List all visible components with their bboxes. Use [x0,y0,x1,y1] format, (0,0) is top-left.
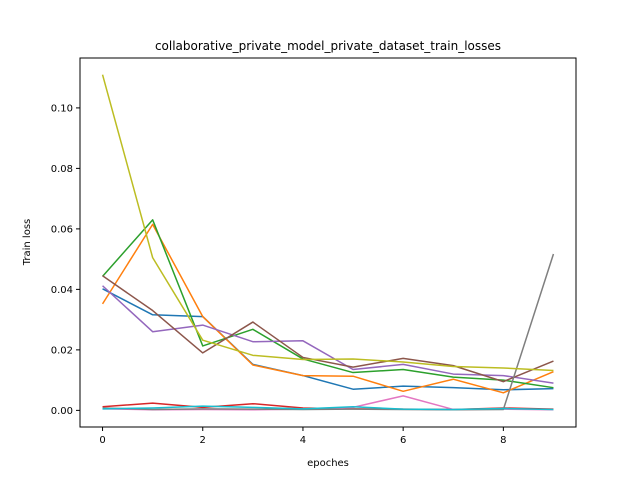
series-line-2 [101,223,554,394]
series-line-5 [102,285,554,384]
series-line-6 [102,275,554,383]
x-axis-label: epoches [307,458,349,469]
y-tick-label: 0.08 [51,164,73,175]
y-tick-label: 0.04 [51,285,73,296]
y-tick-label: 0.10 [51,103,73,114]
y-tick-label: 0.00 [51,406,73,417]
y-axis: 0.00 0.02 0.04 0.06 0.08 0.10 [51,103,80,417]
x-tick-label: 6 [400,435,406,446]
y-tick-label: 0.06 [51,224,73,235]
x-tick-label: 8 [500,435,506,446]
series-line-9 [101,74,554,372]
series-line-3 [101,219,554,389]
series-line-10 [102,405,554,411]
chart-title: collaborative_private_model_private_data… [155,39,501,53]
x-tick-label: 0 [99,435,105,446]
x-axis: 0 2 4 6 8 [99,427,507,446]
y-axis-label: Train loss [22,219,33,267]
plot-frame [79,57,577,428]
series-line-1 [102,288,554,391]
x-tick-label: 4 [300,435,306,446]
y-tick-label: 0.02 [51,345,73,356]
plot-lines [101,74,555,411]
x-tick-label: 2 [200,435,206,446]
